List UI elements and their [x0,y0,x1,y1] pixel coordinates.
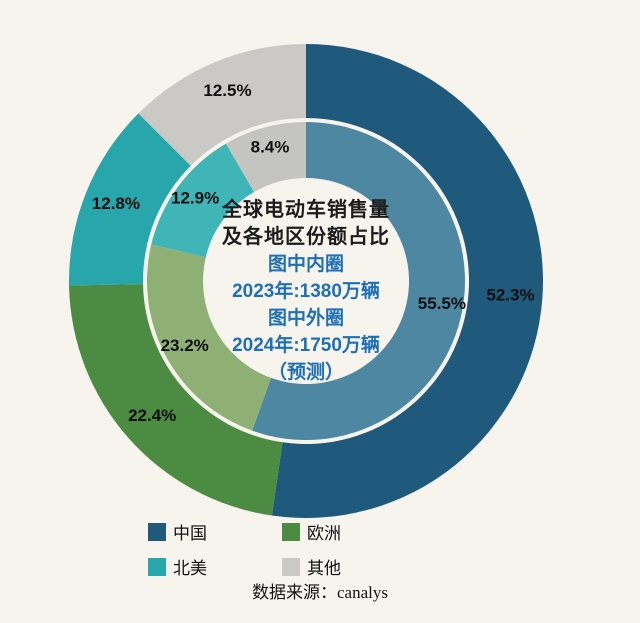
legend-item-1: 欧洲 [282,519,341,544]
inner-ring-label-1: 23.2% [161,336,209,355]
chart-note-2023-total: 2023年:1380万辆 [232,281,380,302]
legend-label: 中国 [173,524,207,543]
legend-swatch [282,522,300,541]
chart-note-inner-ring: 图中内圈 [267,254,344,275]
outer-ring-slice-2 [68,113,191,286]
legend-item-0: 中国 [148,519,282,544]
inner-ring-label-0: 55.5% [418,294,466,313]
outer-ring-slice-1 [69,284,283,516]
chart-note-2024-total: 2024年:1750万辆 [232,335,380,356]
inner-ring-label-2: 12.9% [171,188,219,207]
outer-ring-label-1: 22.4% [128,406,176,425]
chart-title-line-2: 及各地区份额占比 [222,226,390,248]
source-note: 数据来源：canalys [252,583,388,602]
chart-center-text: 全球电动车销售量 及各地区份额占比 图中内圈 2023年:1380万辆 图中外圈… [186,197,426,386]
outer-ring-slice-0 [271,44,543,518]
slice-labels: 55.5% 23.2% 12.9% 8.4% 52.3% 22.4% 12.8% 12.5% [92,81,535,425]
outer-ring-label-3: 12.5% [203,81,251,100]
legend-item-3: 其他 [282,554,341,579]
outer-ring-label-2: 12.8% [92,194,140,213]
outer-ring [68,44,543,518]
legend-swatch [148,522,166,541]
legend-label: 其他 [307,559,341,578]
inner-ring-slice-3 [225,122,306,193]
outer-ring-slice-3 [138,44,306,166]
inner-ring-slice-2 [151,143,255,258]
legend: 中国 欧洲北美 其他 [148,519,341,579]
chart-note-forecast: （预测） [267,362,344,383]
legend-swatch [282,557,300,576]
outer-ring-label-0: 52.3% [486,285,534,304]
legend-label: 欧洲 [307,524,341,543]
inner-ring-slice-0 [252,122,465,440]
legend-label: 北美 [173,559,207,578]
inner-ring-label-3: 8.4% [251,137,290,156]
chart-title-line-1: 全球电动车销售量 [222,199,390,221]
inner-ring-slice-1 [147,244,272,431]
legend-item-2: 北美 [148,554,282,579]
inner-ring [147,122,465,440]
chart-note-outer-ring: 图中外圈 [267,308,344,329]
legend-swatch [148,557,166,576]
